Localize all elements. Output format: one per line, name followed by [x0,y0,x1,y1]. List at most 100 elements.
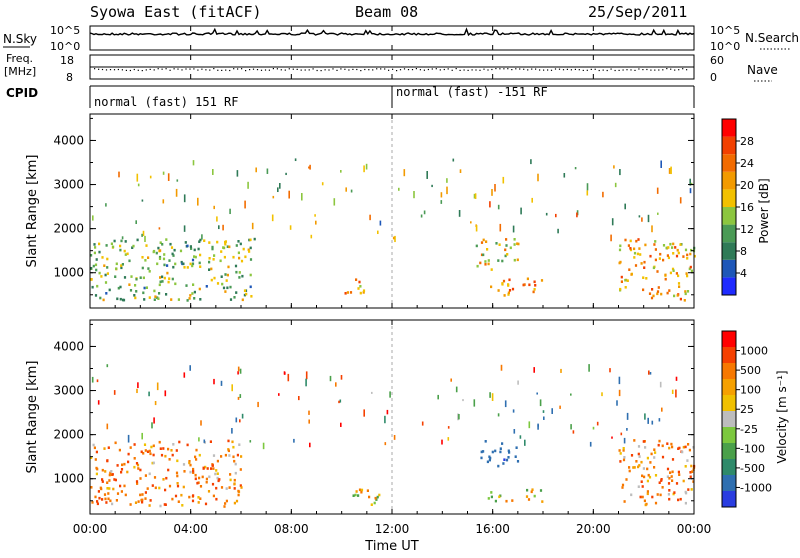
scatter-cell [169,242,172,246]
scatter-cell [249,440,252,443]
scatter-cell [135,277,138,281]
scatter-cell [220,486,224,489]
y-tick-label: 3000 [53,178,84,192]
scatter-cell [635,239,638,243]
scatter-cell [95,472,98,476]
scatter-cell [294,158,297,162]
scatter-cell [158,257,162,260]
scatter-cell [528,421,531,429]
scatter-cell [238,443,241,446]
scatter-cell [199,238,202,242]
scatter-cell [551,408,553,414]
scatter-cell [95,268,98,272]
nave-dot [328,69,330,71]
scatter-cell [231,384,233,392]
scatter-cell [153,476,157,479]
scatter-cell [127,460,130,464]
scatter-cell [490,495,493,499]
scatter-cell [176,459,179,463]
scatter-cell [635,460,638,463]
scatter-cell [654,501,658,505]
scatter-cell [142,291,145,295]
scatter-cell [654,451,657,454]
scatter-cell [240,486,243,489]
scatter-cell [249,258,253,261]
nave-tick-top: 60 [710,54,724,67]
scatter-cell [158,283,161,287]
nsky-trace [89,27,695,37]
scatter-cell [129,503,132,506]
scatter-cell [92,264,95,268]
nave-dot [384,68,386,70]
scatter-cell [189,470,192,474]
nave-dot [98,68,100,70]
nave-dot [356,68,358,71]
scatter-cell [105,292,108,295]
scatter-cell [96,284,99,288]
scatter-cell [368,495,371,499]
scatter-cell [96,502,99,506]
scatter-cell [592,426,595,430]
scatter-cell [271,214,274,222]
nave-dot [455,68,457,70]
nsearch-label: N.Search [745,31,799,45]
scatter-cell [284,372,286,375]
scatter-cell [143,298,146,301]
scatter-cell [208,241,211,244]
scatter-cell [645,277,648,280]
velocity-colorbar: 1000 500 100 25 -25 -100 -500 -1000 [721,330,772,508]
scatter-cell [152,250,155,254]
scatter-cell [559,405,561,409]
scatter-cell [181,262,184,266]
nave-dot [562,69,565,71]
scatter-cell [666,442,669,445]
x-tick-label: 20:00 [576,522,611,536]
scatter-cell [509,246,512,250]
scatter-cell [236,453,239,457]
scatter-cell [103,264,106,267]
nave-dot [324,69,326,71]
scatter-cell [156,382,159,391]
scatter-cell [474,193,477,199]
scatter-cell [586,183,589,191]
scatter-cell [90,486,93,489]
scatter-cell [346,291,349,294]
scatter-cell [619,287,622,291]
scatter-cell [183,372,186,378]
scatter-cell [349,291,353,294]
scatter-cell [610,234,612,242]
scatter-cell [662,258,665,262]
nave-dot [511,69,513,71]
scatter-cell [225,279,228,282]
nave-dot [630,69,632,71]
scatter-cell [665,246,668,250]
scatter-cell [497,413,500,417]
scatter-cell [321,182,324,186]
scatter-cell [141,199,144,202]
scatter-cell [153,289,156,293]
scatter-cell [168,484,172,488]
scatter-cell [239,394,242,398]
scatter-cell [94,495,97,499]
scatter-cell [148,270,151,273]
colorbar-swatch [722,277,736,295]
scatter-cell [188,461,191,465]
scatter-cell [239,484,242,487]
scatter-cell [197,247,200,251]
scatter-cell [668,497,671,501]
nave-dot [618,69,620,71]
cpid-label: CPID [6,86,38,100]
scatter-cell [576,212,578,218]
scatter-cell [642,288,645,292]
scatter-cell [198,476,201,480]
colorbar-swatch [722,347,736,363]
scatter-cell [171,497,174,501]
scatter-cell [658,257,661,260]
scatter-cell [679,497,682,501]
scatter-cell [136,238,139,242]
scatter-cell [355,490,358,493]
scatter-cell [503,294,506,297]
scatter-cell [379,220,382,226]
scatter-cell [152,453,155,457]
nave-dot [276,68,278,70]
